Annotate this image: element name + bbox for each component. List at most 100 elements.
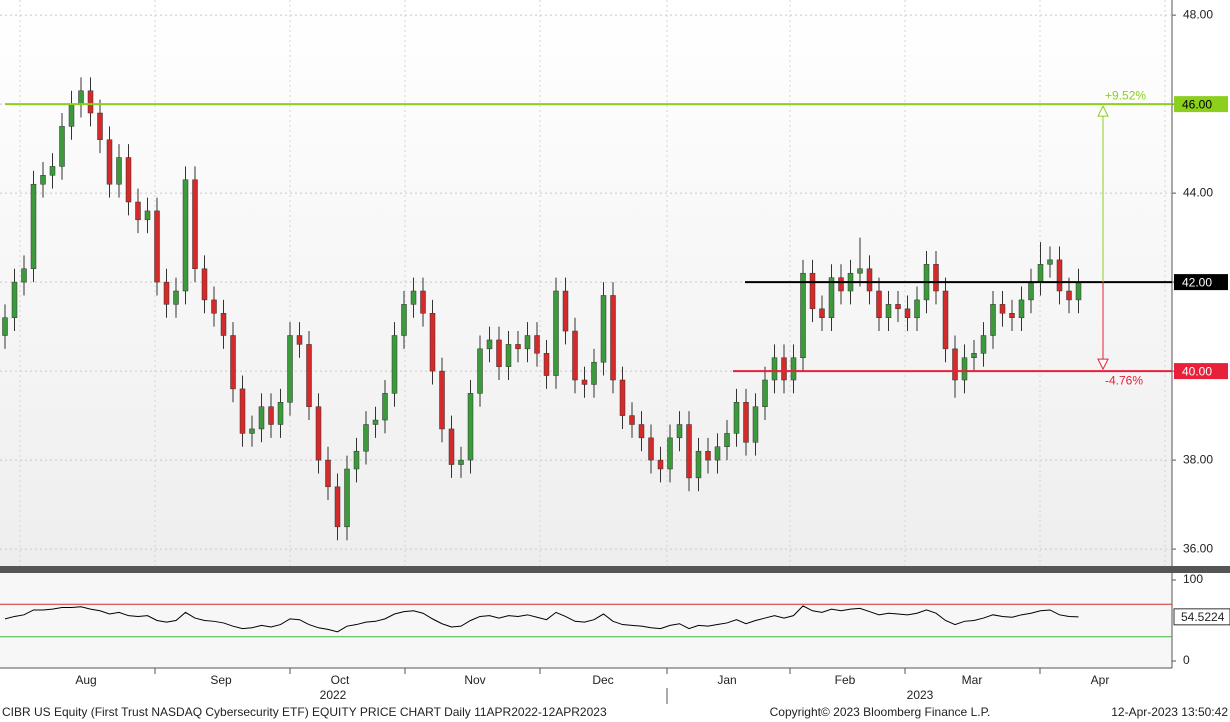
candle-body <box>581 379 588 385</box>
candle-body <box>135 201 141 221</box>
candle-body <box>800 272 806 359</box>
candle-body <box>306 344 312 407</box>
candle-body <box>961 357 968 381</box>
candle-body <box>876 290 882 318</box>
candle-body <box>524 335 531 350</box>
panel-divider[interactable] <box>0 566 1230 573</box>
candle-body <box>287 335 293 403</box>
candle-body <box>543 353 550 376</box>
indicator-label-box <box>1173 608 1230 626</box>
candle-body <box>21 268 27 283</box>
candle-body <box>695 450 702 479</box>
candle-body <box>971 353 977 359</box>
candle-body <box>904 308 911 318</box>
candle-body <box>401 304 407 336</box>
candle-body <box>1047 259 1053 265</box>
candle-body <box>1009 313 1015 318</box>
candle-body <box>686 424 692 479</box>
candle-body <box>1066 290 1072 301</box>
candle-body <box>154 210 160 283</box>
candle-body <box>372 419 379 425</box>
candle-body <box>192 179 198 270</box>
x-tick-label: Aug <box>75 673 96 687</box>
candle-body <box>505 344 512 367</box>
x-tick-label: Sep <box>210 673 232 687</box>
arrow-label: +9.52% <box>1105 88 1146 102</box>
footer-right: 12-Apr-2023 13:50:42 <box>1111 705 1228 719</box>
candle-body <box>866 268 873 292</box>
candle-body <box>363 424 369 452</box>
y-tick-label: 36.00 <box>1183 541 1213 555</box>
year-label: 2022 <box>320 688 347 702</box>
candle-body <box>116 157 122 185</box>
x-tick-label: Nov <box>464 673 485 687</box>
x-tick-label: Apr <box>1091 673 1110 687</box>
candle-body <box>220 313 227 336</box>
candle-body <box>1056 259 1063 292</box>
level-label-box <box>1174 274 1228 291</box>
candle-body <box>933 264 939 292</box>
candle-body <box>572 330 578 381</box>
x-tick-label: Mar <box>962 673 983 687</box>
candle-body <box>838 277 844 292</box>
candle-body <box>486 339 493 350</box>
x-tick-label: Feb <box>835 673 856 687</box>
candle-body <box>97 112 103 140</box>
candle-body <box>49 166 56 176</box>
candle-body <box>648 437 654 461</box>
candle-body <box>182 179 189 292</box>
indicator-line <box>4 605 1079 633</box>
level-label: 40.00 <box>1182 364 1212 378</box>
candle-body <box>809 272 816 310</box>
candle-body <box>619 379 626 416</box>
candle-body <box>990 304 996 336</box>
candle-body <box>771 357 778 381</box>
indicator-panel <box>0 573 1172 668</box>
candle-body <box>201 268 208 301</box>
candle-body <box>562 290 569 332</box>
y-tick-label: 100 <box>1183 572 1203 586</box>
candle-body <box>125 157 132 203</box>
candle-body <box>334 486 341 528</box>
candle-body <box>249 428 255 434</box>
arrow-head <box>1097 105 1109 117</box>
candle-body <box>429 313 436 372</box>
candle-body <box>885 304 892 318</box>
candle-body <box>2 317 8 336</box>
candle-body <box>344 468 350 528</box>
candle-body <box>296 335 303 345</box>
candle-body <box>30 183 37 270</box>
candle-body <box>952 348 958 381</box>
candle-body <box>11 281 18 318</box>
candle-body <box>173 290 179 305</box>
candle-body <box>828 277 835 318</box>
candle-body <box>591 361 597 385</box>
candle-body <box>914 299 920 318</box>
candle-body <box>534 335 540 354</box>
candle-body <box>781 357 787 381</box>
candle-body <box>87 90 94 114</box>
footer-left: CIBR US Equity (First Trust NASDAQ Cyber… <box>2 705 607 719</box>
level-label-box <box>1174 363 1228 380</box>
candle-body <box>790 357 797 381</box>
candle-body <box>258 406 265 430</box>
arrow-label: -4.76% <box>1105 373 1143 387</box>
y-tick-label: 48.00 <box>1183 7 1213 21</box>
candle-body <box>458 459 464 465</box>
indicator-value-label: 54.5224 <box>1181 610 1225 624</box>
candle-body <box>743 402 749 443</box>
candle-body <box>629 415 635 425</box>
candle-body <box>477 348 483 394</box>
candle-body <box>239 388 246 434</box>
candle-body <box>391 335 398 394</box>
candle-body <box>999 304 1006 314</box>
candle-body <box>638 424 645 439</box>
candle-body <box>496 339 502 367</box>
candle-body <box>144 210 151 221</box>
candle-body <box>600 295 607 363</box>
year-label: 2023 <box>907 688 934 702</box>
candle-body <box>410 290 417 305</box>
candle-body <box>610 295 616 381</box>
candle-body <box>942 290 949 350</box>
